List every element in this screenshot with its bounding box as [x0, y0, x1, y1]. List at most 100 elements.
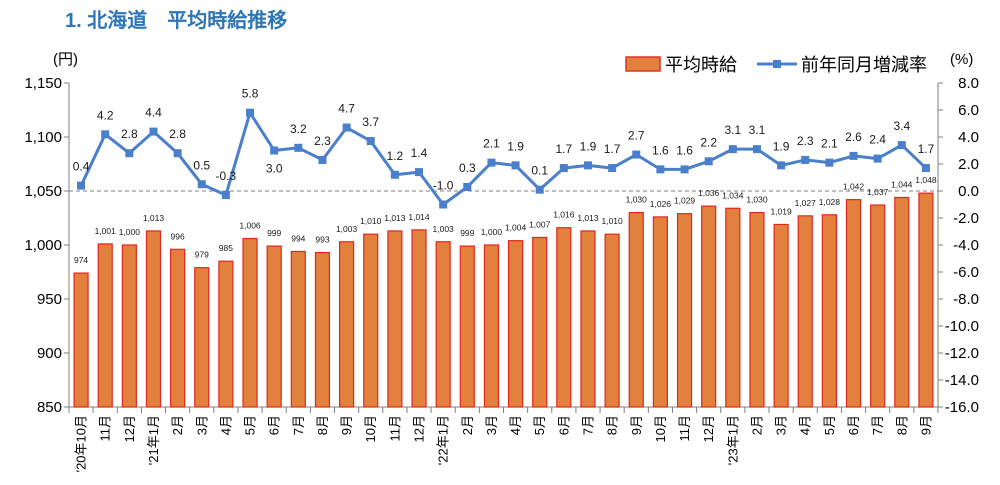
left-axis-tick-label-2: 950	[37, 291, 62, 308]
avg-wage-bar-11	[314, 251, 331, 408]
rate-marker-21	[559, 164, 568, 173]
avg-wage-value-label-6: 979	[195, 250, 209, 260]
rate-marker-7	[221, 191, 230, 200]
x-axis-category-label-19: 4月	[508, 415, 523, 435]
left-axis-tick-label-1: 900	[37, 345, 62, 362]
avg-wage-value-label-1: 974	[74, 255, 88, 265]
rate-marker-26	[680, 165, 689, 174]
x-axis-category-label-4: '21年1月	[146, 415, 161, 465]
rate-value-label-28: 3.1	[724, 123, 741, 137]
avg-wage-bar-1	[73, 272, 89, 408]
right-axis-tick-label-7: -2.0	[953, 210, 979, 227]
avg-wage-value-label-2: 1,001	[95, 226, 117, 236]
rate-value-label-33: 2.6	[845, 130, 862, 144]
avg-wage-value-label-31: 1,027	[795, 198, 817, 208]
avg-wage-value-label-30: 1,019	[770, 206, 792, 216]
right-axis-tick-label-0: -16.0	[945, 399, 979, 416]
rate-marker-1	[77, 181, 86, 190]
left-axis-tick-label-3: 1,000	[24, 237, 62, 254]
avg-wage-bar-14	[387, 230, 403, 408]
rate-value-label-35: 3.4	[893, 119, 910, 133]
left-axis-tick-label-6: 1,150	[24, 75, 62, 92]
rate-value-label-10: 3.2	[290, 122, 307, 136]
legend-bar-swatch	[625, 56, 661, 72]
right-axis-tick-label-8: 0.0	[958, 183, 979, 200]
right-axis-tick-label-11: 6.0	[958, 102, 979, 119]
rate-marker-19	[511, 161, 520, 170]
rate-marker-14	[390, 170, 399, 179]
avg-wage-value-label-19: 1,004	[505, 223, 527, 233]
rate-value-label-30: 1.9	[773, 139, 790, 153]
avg-wage-bar-32	[821, 214, 837, 408]
rate-marker-8	[246, 108, 255, 117]
rate-value-label-15: 1.4	[411, 146, 428, 160]
rate-value-label-36: 1.7	[918, 142, 935, 156]
rate-marker-15	[415, 168, 424, 177]
rate-marker-22	[583, 161, 592, 170]
rate-value-label-12: 4.7	[338, 102, 355, 116]
rate-marker-13	[366, 137, 375, 146]
rate-value-label-24: 2.7	[628, 129, 645, 143]
avg-wage-bar-15	[411, 229, 427, 408]
rate-marker-28	[728, 145, 737, 154]
avg-wage-bar-21	[556, 227, 572, 408]
rate-marker-5	[173, 149, 182, 158]
rate-marker-18	[487, 158, 496, 167]
rate-marker-11	[318, 155, 327, 164]
rate-value-label-8: 5.8	[242, 87, 259, 101]
avg-wage-value-label-18: 1,000	[481, 227, 503, 237]
rate-value-label-5: 2.8	[169, 127, 186, 141]
rate-marker-32	[825, 158, 834, 167]
avg-wage-value-label-23: 1,010	[601, 216, 623, 226]
rate-marker-16	[439, 200, 448, 209]
rate-value-label-19: 1.9	[507, 139, 524, 153]
x-axis-category-label-26: 11月	[677, 415, 692, 442]
avg-wage-bar-27	[701, 205, 717, 408]
rate-value-label-26: 1.6	[676, 143, 693, 157]
x-axis-category-label-10: 7月	[291, 415, 306, 435]
rate-marker-25	[656, 165, 665, 174]
right-axis-tick-label-1: -14.0	[945, 372, 979, 389]
x-axis-category-label-36: 9月	[918, 415, 933, 435]
axes: 850 900 950 1,000 1,050 1,100 1,150 -16.0 -14.0 -…	[24, 75, 979, 472]
rate-line	[79, 111, 927, 206]
avg-wage-bar-13	[363, 233, 379, 408]
rate-value-label-22: 1.9	[580, 139, 597, 153]
rate-value-label-1: 0.4	[73, 160, 90, 174]
avg-wage-bar-series	[73, 192, 934, 408]
avg-wage-bar-22	[580, 230, 596, 408]
rate-value-label-21: 1.7	[556, 142, 573, 156]
avg-wage-value-label-13: 1,010	[360, 216, 382, 226]
x-axis-category-label-24: 9月	[629, 415, 644, 435]
rate-value-label-13: 3.7	[362, 115, 379, 129]
avg-wage-bar-16	[435, 241, 451, 408]
rate-value-label-31: 2.3	[797, 134, 814, 148]
rate-marker-36	[921, 164, 930, 173]
avg-wage-value-label-29: 1,030	[746, 195, 768, 205]
legend: 平均時給 前年同月増減率	[625, 55, 927, 75]
avg-wage-value-label-32: 1,028	[819, 197, 841, 207]
x-axis-category-label-28: '23年1月	[725, 415, 740, 465]
avg-wage-bar-2	[97, 243, 113, 408]
x-axis-category-label-30: 3月	[774, 415, 789, 435]
x-axis-category-label-33: 6月	[846, 415, 861, 435]
rate-value-label-14: 1.2	[387, 149, 404, 163]
rate-marker-30	[777, 161, 786, 170]
rate-value-label-2: 4.2	[97, 108, 114, 122]
x-axis-category-label-15: 12月	[412, 415, 427, 442]
rate-data-labels: 0.4 4.2 2.8 4.4 2.8 0.5 -0.3 5.8 3.0 3.2 2.3 4.7 3.7…	[73, 87, 935, 193]
rate-value-label-34: 2.4	[869, 133, 886, 147]
avg-wage-value-label-34: 1,037	[867, 187, 889, 197]
x-axis-category-label-1: '20年10月	[74, 415, 89, 472]
x-axis-category-label-20: 5月	[532, 415, 547, 435]
avg-wage-bar-18	[483, 244, 500, 408]
rate-value-label-16: -1.0	[433, 179, 454, 193]
x-axis-category-label-14: 11月	[387, 415, 402, 442]
rate-marker-10	[294, 143, 303, 152]
rate-marker-9	[270, 146, 279, 155]
avg-wage-value-label-20: 1,007	[529, 219, 551, 229]
x-axis-category-label-8: 5月	[243, 415, 258, 435]
avg-wage-value-label-24: 1,030	[626, 195, 648, 205]
avg-wage-bar-36	[918, 192, 934, 408]
avg-wage-bar-12	[338, 241, 355, 408]
